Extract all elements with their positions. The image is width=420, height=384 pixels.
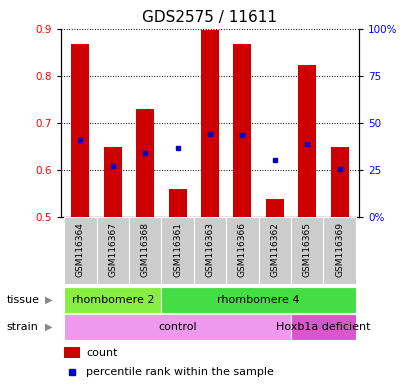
Bar xyxy=(64,287,161,313)
Text: GSM116362: GSM116362 xyxy=(270,222,279,277)
Text: ▶: ▶ xyxy=(45,322,52,332)
Text: GSM116367: GSM116367 xyxy=(108,222,117,277)
Bar xyxy=(71,44,89,217)
Bar xyxy=(136,109,154,217)
Bar xyxy=(64,347,80,358)
Text: rhombomere 2: rhombomere 2 xyxy=(71,295,154,305)
Text: GSM116366: GSM116366 xyxy=(238,222,247,277)
Text: GSM116365: GSM116365 xyxy=(303,222,312,277)
Text: GSM116368: GSM116368 xyxy=(141,222,150,277)
Text: count: count xyxy=(86,348,118,358)
Bar xyxy=(291,314,356,340)
Text: strain: strain xyxy=(6,322,38,332)
Bar xyxy=(201,30,219,217)
Bar xyxy=(129,217,161,284)
Text: GSM116369: GSM116369 xyxy=(335,222,344,277)
Text: tissue: tissue xyxy=(6,295,39,305)
Bar xyxy=(266,199,284,217)
Bar xyxy=(169,189,186,217)
Text: GDS2575 / 11611: GDS2575 / 11611 xyxy=(142,10,278,25)
Bar xyxy=(234,44,251,217)
Text: control: control xyxy=(158,322,197,332)
Text: percentile rank within the sample: percentile rank within the sample xyxy=(86,367,274,377)
Bar xyxy=(97,217,129,284)
Bar xyxy=(64,314,291,340)
Bar xyxy=(298,66,316,217)
Bar xyxy=(161,287,356,313)
Bar xyxy=(259,217,291,284)
Bar xyxy=(291,217,323,284)
Bar xyxy=(64,217,97,284)
Text: rhombomere 4: rhombomere 4 xyxy=(218,295,300,305)
Text: GSM116361: GSM116361 xyxy=(173,222,182,277)
Bar xyxy=(323,217,356,284)
Text: ▶: ▶ xyxy=(45,295,52,305)
Text: GSM116364: GSM116364 xyxy=(76,222,85,277)
Bar xyxy=(194,217,226,284)
Text: Hoxb1a deficient: Hoxb1a deficient xyxy=(276,322,371,332)
Bar xyxy=(161,217,194,284)
Bar xyxy=(226,217,259,284)
Bar xyxy=(331,147,349,217)
Bar xyxy=(104,147,122,217)
Text: GSM116363: GSM116363 xyxy=(205,222,215,277)
